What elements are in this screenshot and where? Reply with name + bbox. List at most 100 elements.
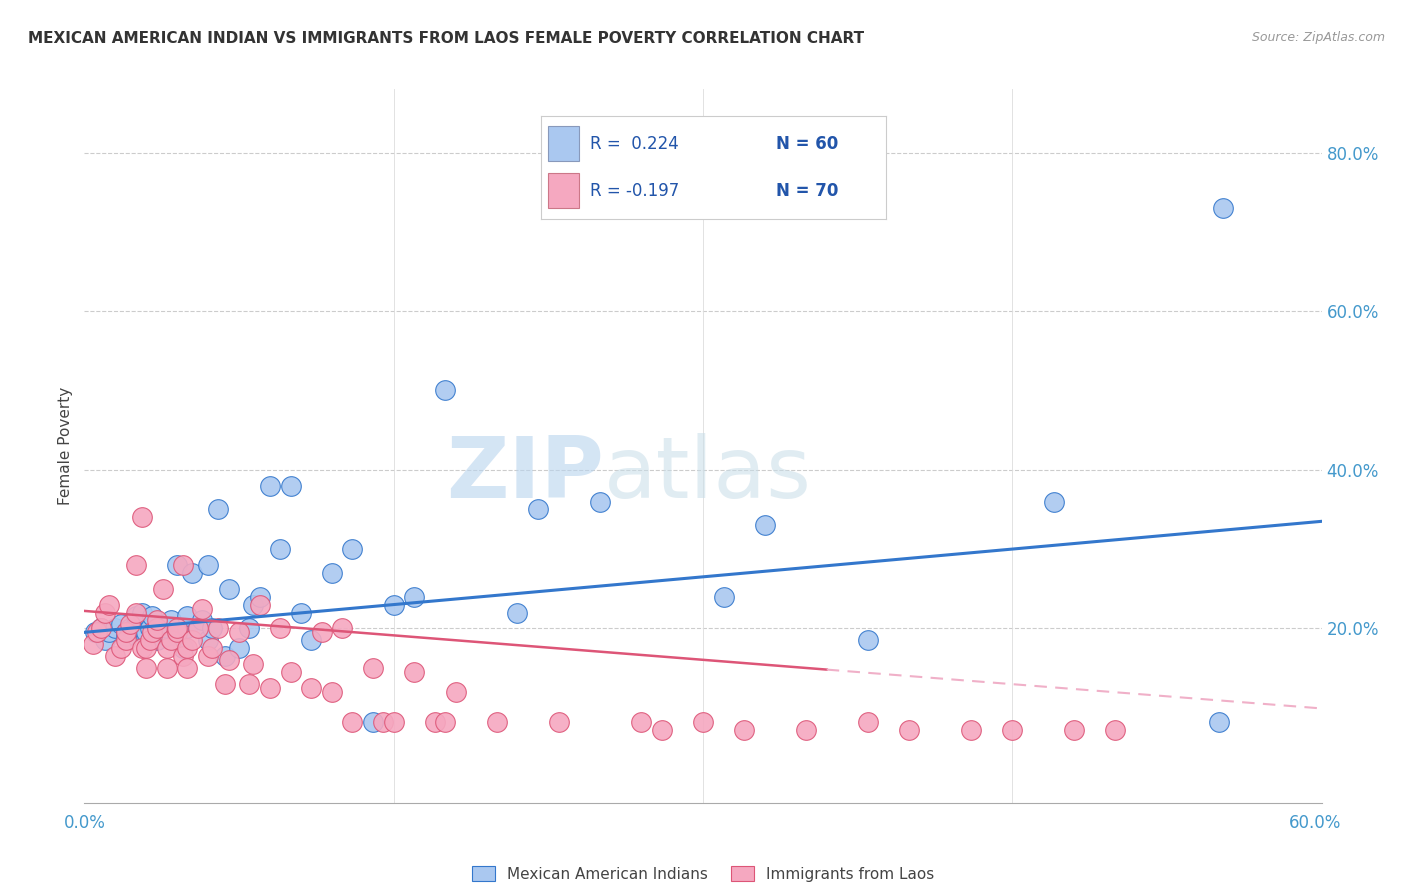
Point: [135, 661, 157, 675]
Y-axis label: Female Poverty: Female Poverty: [58, 387, 73, 505]
Point: [321, 685, 343, 699]
Point: [166, 558, 188, 572]
Point: [125, 617, 148, 632]
Point: [733, 723, 755, 737]
Point: [280, 665, 302, 679]
Point: [361, 661, 384, 675]
Point: [180, 566, 202, 580]
Point: [104, 621, 127, 635]
Point: [131, 510, 153, 524]
Point: [214, 677, 236, 691]
Point: [321, 566, 343, 580]
Point: [197, 633, 219, 648]
Point: [214, 649, 236, 664]
Point: [82, 637, 104, 651]
Point: [218, 582, 240, 596]
Bar: [548, 126, 579, 161]
Point: [114, 629, 136, 643]
Point: [172, 649, 194, 664]
Point: [249, 598, 271, 612]
Point: [176, 621, 198, 635]
Point: [280, 478, 302, 492]
Point: [1208, 714, 1230, 729]
Point: [382, 714, 405, 729]
Point: [1001, 723, 1024, 737]
Point: [218, 653, 240, 667]
Point: [754, 518, 776, 533]
Bar: [548, 173, 579, 208]
Point: [118, 621, 141, 635]
Point: [259, 478, 281, 492]
Point: [404, 590, 426, 604]
Text: R =  0.224: R = 0.224: [589, 135, 678, 153]
Point: [141, 609, 163, 624]
Point: [794, 723, 817, 737]
Point: [434, 384, 457, 398]
Point: [141, 625, 163, 640]
Point: [156, 621, 179, 635]
Point: [114, 625, 136, 640]
Point: [90, 621, 112, 635]
Point: [191, 614, 214, 628]
Point: [269, 621, 291, 635]
Point: [125, 558, 148, 572]
Point: [207, 621, 229, 635]
Text: atlas: atlas: [605, 433, 813, 516]
Point: [423, 714, 446, 729]
Point: [197, 649, 219, 664]
Point: [373, 714, 395, 729]
Text: R = -0.197: R = -0.197: [589, 182, 679, 200]
Point: [160, 633, 183, 648]
Point: [180, 633, 202, 648]
Point: [1042, 494, 1064, 508]
Point: [589, 494, 612, 508]
Point: [269, 542, 291, 557]
Point: [242, 657, 264, 671]
Point: [201, 621, 224, 635]
Point: [361, 714, 384, 729]
Legend: Mexican American Indians, Immigrants from Laos: Mexican American Indians, Immigrants fro…: [465, 860, 941, 888]
Point: [172, 558, 194, 572]
Point: [152, 625, 174, 640]
Point: [342, 542, 364, 557]
Point: [444, 685, 467, 699]
Point: [156, 641, 179, 656]
Point: [249, 590, 271, 604]
Point: [485, 714, 508, 729]
Text: 60.0%: 60.0%: [1288, 814, 1341, 831]
Point: [856, 633, 879, 648]
Point: [172, 641, 194, 656]
Point: [90, 621, 112, 635]
Point: [131, 606, 153, 620]
Point: [299, 681, 322, 695]
Point: [135, 629, 157, 643]
Text: MEXICAN AMERICAN INDIAN VS IMMIGRANTS FROM LAOS FEMALE POVERTY CORRELATION CHART: MEXICAN AMERICAN INDIAN VS IMMIGRANTS FR…: [28, 31, 865, 46]
Point: [1104, 723, 1126, 737]
Point: [1212, 201, 1234, 215]
Point: [187, 621, 209, 635]
Point: [547, 714, 569, 729]
Text: N = 70: N = 70: [776, 182, 838, 200]
Point: [176, 609, 198, 624]
Point: [692, 714, 714, 729]
Point: [228, 641, 250, 656]
Point: [191, 601, 214, 615]
Point: [83, 625, 105, 640]
Point: [166, 625, 188, 640]
Point: [651, 723, 673, 737]
Point: [207, 502, 229, 516]
Text: ZIP: ZIP: [446, 433, 605, 516]
Point: [166, 629, 188, 643]
Point: [135, 625, 157, 640]
Point: [152, 582, 174, 596]
Point: [139, 621, 162, 635]
Point: [125, 606, 148, 620]
Point: [238, 621, 260, 635]
Point: [114, 625, 136, 640]
Point: [176, 641, 198, 656]
Point: [382, 598, 405, 612]
Point: [311, 625, 333, 640]
Point: [506, 606, 529, 620]
Point: [197, 558, 219, 572]
Point: [259, 681, 281, 695]
